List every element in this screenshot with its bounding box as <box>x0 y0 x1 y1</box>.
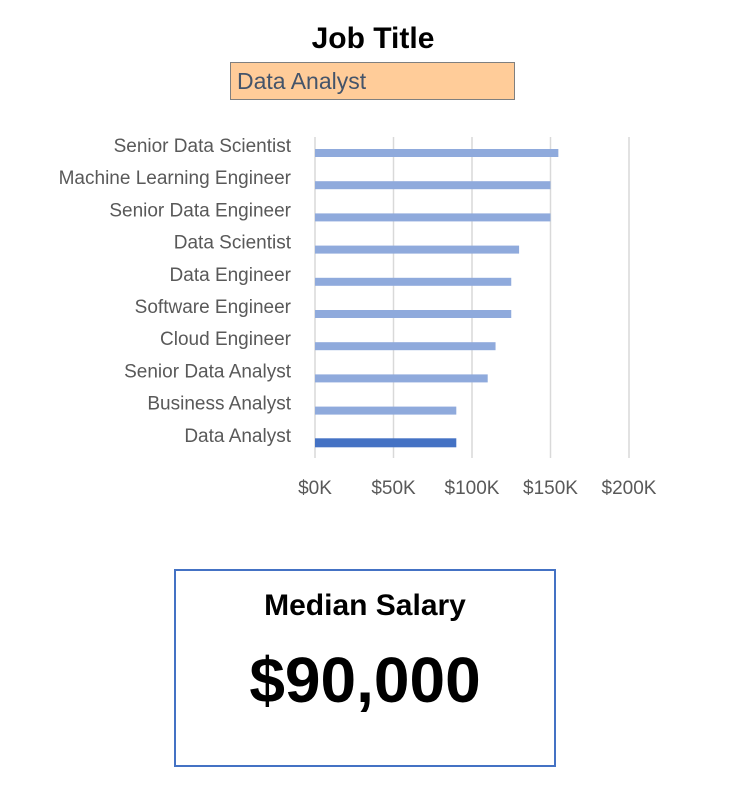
bar-cloud-engineer <box>315 342 496 351</box>
category-label: Senior Data Scientist <box>114 136 292 157</box>
category-label: Data Analyst <box>184 426 291 447</box>
bar-senior-data-scientist <box>315 149 559 157</box>
x-tick-label: $0K <box>298 478 332 499</box>
category-label: Senior Data Engineer <box>109 200 291 221</box>
x-tick-label: $50K <box>371 478 416 499</box>
category-label: Machine Learning Engineer <box>59 168 292 189</box>
salary-bar-chart: Senior Data Scientist Machine Learning En… <box>59 136 657 499</box>
median-salary-value: $90,000 <box>249 644 481 716</box>
x-tick-label: $100K <box>445 478 500 499</box>
category-labels: Senior Data Scientist Machine Learning En… <box>59 136 292 447</box>
bar-software-engineer <box>315 310 512 318</box>
x-tick-label: $200K <box>602 478 657 499</box>
bar-business-analyst <box>315 406 457 415</box>
bar-machine-learning-engineer <box>315 181 551 190</box>
category-label: Data Scientist <box>174 233 292 254</box>
bar-layer <box>315 149 559 448</box>
category-label: Data Engineer <box>170 265 292 286</box>
x-tick-label: $150K <box>523 478 578 499</box>
category-label: Software Engineer <box>135 297 292 318</box>
category-label: Senior Data Analyst <box>124 361 292 382</box>
category-label: Business Analyst <box>147 394 291 415</box>
grid-layer <box>314 137 630 458</box>
bar-senior-data-analyst <box>315 374 488 383</box>
bar-senior-data-engineer <box>315 213 551 222</box>
job-title-label: Job Title <box>311 22 435 55</box>
tick-labels: $0K $50K $100K $150K $200K <box>298 478 657 499</box>
median-salary-title: Median Salary <box>264 589 466 622</box>
bar-data-analyst <box>315 438 457 448</box>
median-salary-card: Median Salary $90,000 <box>174 569 556 767</box>
bar-data-scientist <box>315 245 520 254</box>
category-label: Cloud Engineer <box>160 329 292 350</box>
bar-data-engineer <box>315 277 512 286</box>
job-title-dropdown[interactable]: Data Analyst <box>230 62 515 100</box>
